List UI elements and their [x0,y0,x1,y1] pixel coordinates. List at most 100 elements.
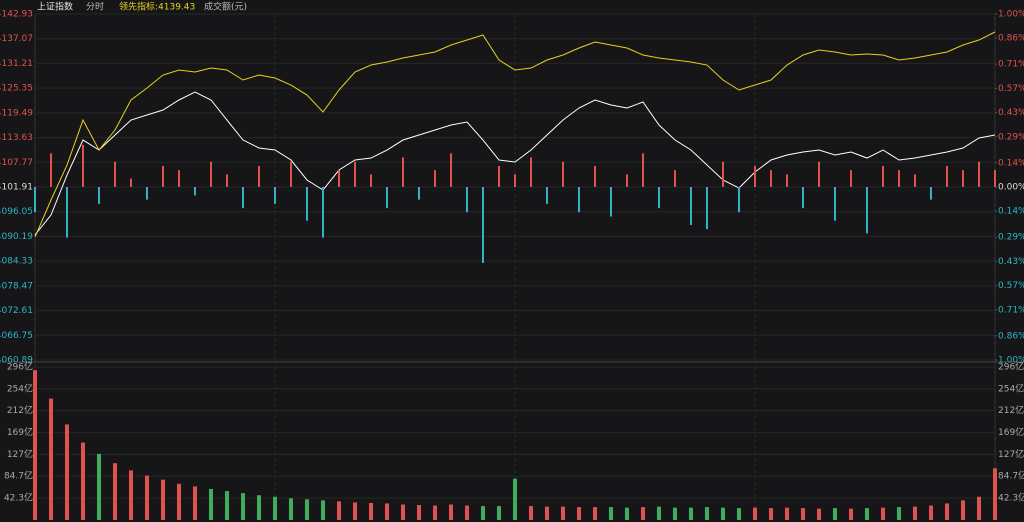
force-bar [610,187,612,217]
y2-tick-label: 1.00% [998,356,1024,366]
volume-bar [305,499,309,520]
force-bar [834,187,836,221]
volume-bar [913,506,917,520]
volume-bar [705,507,709,520]
force-bar [370,174,372,187]
volume-bar [129,470,133,520]
force-bar [354,161,356,187]
y-tick-label: 4125.35 [0,84,33,94]
force-bar [386,187,388,209]
force-bar [946,165,948,187]
y2-tick-label: 0.29% [998,132,1024,142]
price-line [34,31,996,238]
y-tick-label-right: 296亿 [998,361,1024,373]
volume-bar [689,507,693,520]
y-tick-label: 42.3亿 [4,492,33,504]
force-bar [290,161,292,187]
volume-bar [161,479,165,520]
volume-title: 成交额(元) [204,1,247,13]
volume-bar [625,507,629,520]
y-tick-label: 4113.63 [0,133,33,143]
force-bar [786,174,788,187]
y2-tick-label: 1.00% [998,10,1024,20]
volume-bar [673,507,677,520]
volume-bar [833,508,837,520]
volume-bar [433,505,437,520]
y-tick-label-right: 254亿 [998,382,1024,394]
volume-bar [977,496,981,520]
y-tick-label: 4066.75 [0,331,33,341]
volume-bar [609,507,613,520]
y2-tick-label: 0.43% [998,257,1024,267]
volume-bar [529,506,533,520]
y-tick-label: 4119.49 [0,108,33,118]
y-tick-label: 296亿 [7,361,33,373]
volume-bar [225,491,229,520]
volume-bar [945,503,949,520]
y2-tick-label: 0.57% [998,281,1024,291]
force-bar [418,187,420,200]
force-bar [82,144,84,187]
y-tick-label: 84.7亿 [4,470,33,482]
force-bar [706,187,708,230]
y-tick-label: 4060.89 [0,356,33,366]
force-bar [930,187,932,200]
volume-bar [961,500,965,520]
y2-tick-label: 0.14% [998,207,1024,217]
volume-bar [369,502,373,520]
y-tick-label: 4078.47 [0,281,33,291]
volume-bar [561,506,565,520]
volume-bar [513,478,517,520]
mode: 分时 [86,1,104,13]
volume-bar [209,489,213,520]
force-bar [626,174,628,187]
force-bar [658,187,660,209]
volume-bar [929,505,933,520]
volume-bar [753,507,757,520]
volume-bar [657,506,661,520]
volume-bar [897,507,901,520]
force-bar [802,187,804,209]
y2-tick-label: 0.86% [998,331,1024,341]
volume-bar [737,508,741,520]
y-tick-label: 254亿 [7,382,33,394]
volume-bar [849,508,853,520]
lead-indicator: 领先指标:4139.43 [119,1,195,13]
y-tick-label: 4131.21 [0,59,33,69]
y2-tick-label: 0.86% [998,34,1024,44]
force-bar [546,187,548,204]
y-tick-label-right: 127亿 [998,448,1024,460]
volume-bar [177,483,181,520]
y2-tick-label: 0.00% [998,183,1024,193]
volume-bar [785,507,789,520]
force-bar [50,153,52,187]
y-tick-label-right: 212亿 [998,404,1024,416]
force-bar [306,187,308,221]
force-bar [114,161,116,187]
volume-bar [545,506,549,520]
volume-bar [881,507,885,520]
y2-tick-label: 0.57% [998,84,1024,94]
force-bar [818,161,820,187]
force-bar [210,161,212,187]
volume-bar [33,370,37,520]
volume-bar [81,442,85,520]
volume-bar [193,486,197,520]
force-bar [514,174,516,187]
force-bar [594,165,596,187]
force-bar [882,165,884,187]
volume-bar [769,508,773,520]
y2-tick-label: 0.43% [998,108,1024,118]
y-tick-label: 4096.05 [0,207,33,217]
force-bar [450,153,452,187]
force-bar [690,187,692,225]
volume-bar [145,475,149,520]
force-bar [162,165,164,187]
volume-bar [321,500,325,520]
force-bar [194,187,196,196]
force-bar [898,170,900,187]
index-name: 上证指数 [37,1,73,13]
force-bar [962,170,964,187]
y-tick-label-right: 169亿 [998,426,1024,438]
